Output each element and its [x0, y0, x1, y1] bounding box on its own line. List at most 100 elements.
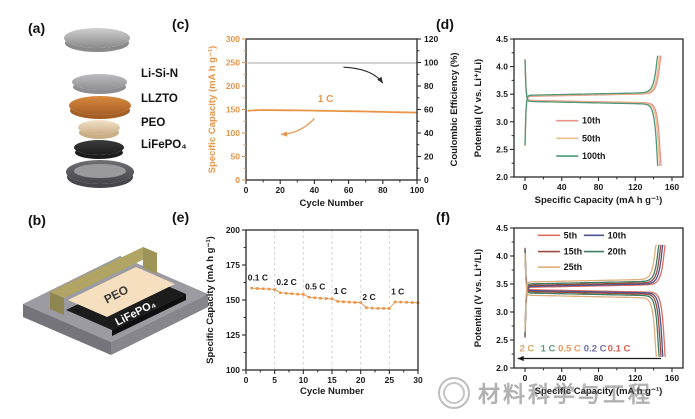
svg-text:Cycle Number: Cycle Number: [300, 386, 364, 397]
svg-text:2 C: 2 C: [520, 343, 535, 354]
svg-text:50: 50: [231, 152, 241, 162]
svg-text:100: 100: [226, 128, 240, 138]
discharge-curve-20th: [524, 250, 660, 357]
panel-c-label: (c): [172, 16, 190, 32]
svg-text:0: 0: [244, 375, 249, 385]
svg-text:200: 200: [226, 225, 240, 235]
discharge-curve-100th: [524, 59, 659, 167]
svg-text:40: 40: [557, 182, 567, 192]
layer-label-peo: PEO: [141, 117, 166, 129]
svg-text:4.0: 4.0: [496, 251, 508, 261]
discharge-curve-25th: [524, 253, 658, 357]
svg-text:2 C: 2 C: [362, 292, 375, 302]
chart-f: 5th 10th 15th 20th 25th 2 C 1 C 0.5 C 0.2 C 0.1 C…: [473, 223, 684, 397]
svg-text:40: 40: [557, 373, 567, 383]
svg-text:20: 20: [356, 375, 366, 385]
svg-text:100: 100: [424, 58, 438, 68]
svg-text:10th: 10th: [582, 116, 601, 126]
svg-text:1 C: 1 C: [318, 94, 334, 105]
svg-text:Coulombic Efficiency (%): Coulombic Efficiency (%): [449, 52, 460, 166]
svg-text:60: 60: [424, 105, 434, 115]
discharge-curve-5th: [524, 247, 666, 357]
svg-text:0: 0: [235, 175, 240, 185]
svg-text:80: 80: [378, 185, 388, 195]
svg-text:25: 25: [385, 375, 395, 385]
discharge-curve-10th: [524, 248, 664, 357]
svg-text:120: 120: [424, 34, 438, 44]
svg-text:150: 150: [226, 295, 240, 305]
svg-text:3.0: 3.0: [496, 307, 508, 317]
svg-text:200: 200: [226, 81, 240, 91]
svg-text:15: 15: [327, 375, 337, 385]
svg-text:120: 120: [628, 373, 642, 383]
svg-text:250: 250: [226, 58, 240, 68]
svg-text:0.2 C: 0.2 C: [584, 343, 607, 354]
svg-text:1 C: 1 C: [334, 286, 347, 296]
svg-text:10th: 10th: [608, 230, 627, 240]
chart-e: 0.1 C 0.2 C 0.5 C 1 C 2 C 1 C 0 5 10 15 20 25 30 100 1…: [205, 225, 423, 397]
svg-text:50th: 50th: [582, 133, 601, 143]
charge-curve-25th: [524, 244, 658, 333]
panel-a-label: (a): [28, 20, 46, 36]
svg-text:1 C: 1 C: [541, 343, 556, 354]
svg-text:0: 0: [523, 373, 528, 383]
lfp-layer-side: [112, 294, 186, 336]
svg-text:160: 160: [665, 182, 679, 192]
svg-text:3.5: 3.5: [496, 279, 508, 289]
charge-curve-10th: [524, 244, 664, 337]
svg-text:Specific Capacity (mA h g⁻¹): Specific Capacity (mA h g⁻¹): [535, 386, 663, 397]
svg-text:175: 175: [226, 260, 240, 270]
svg-text:0: 0: [424, 175, 429, 185]
svg-text:30: 30: [413, 375, 423, 385]
svg-text:0.5 C: 0.5 C: [305, 282, 325, 292]
clamp-bar: [50, 247, 157, 298]
svg-text:0.1 C: 0.1 C: [248, 273, 268, 283]
svg-text:0: 0: [244, 185, 249, 195]
svg-text:40: 40: [424, 128, 434, 138]
svg-text:Cycle Number: Cycle Number: [300, 198, 364, 209]
panel-f-label: (f): [436, 209, 450, 225]
svg-text:80: 80: [594, 373, 604, 383]
clamp-post: [143, 247, 157, 274]
layer-label-lifepo4: LiFePO₄: [141, 139, 187, 151]
svg-text:100: 100: [410, 185, 424, 195]
svg-text:300: 300: [226, 34, 240, 44]
svg-text:20: 20: [424, 152, 434, 162]
disc-lifepo4: [74, 140, 124, 155]
svg-text:40: 40: [310, 185, 320, 195]
svg-text:100: 100: [226, 365, 240, 375]
disc-peo: [78, 120, 120, 135]
discharge-curve-15th: [524, 249, 662, 357]
svg-text:0.5 C: 0.5 C: [558, 343, 581, 354]
svg-text:Specific Capacity (mA h g⁻¹): Specific Capacity (mA h g⁻¹): [205, 236, 216, 364]
svg-text:120: 120: [628, 182, 642, 192]
svg-text:4.0: 4.0: [496, 62, 508, 72]
svg-text:0.2 C: 0.2 C: [276, 277, 296, 287]
charge-curve-15th: [524, 244, 662, 336]
panel-e-label: (e): [172, 209, 190, 225]
svg-text:2.0: 2.0: [496, 363, 508, 373]
svg-text:80: 80: [594, 182, 604, 192]
svg-text:15th: 15th: [564, 247, 583, 257]
layer-label-li-si-n: Li-Si-N: [141, 68, 179, 80]
discharge-curve-10th: [524, 58, 662, 167]
svg-text:160: 160: [665, 373, 679, 383]
svg-text:2.5: 2.5: [496, 335, 508, 345]
discharge-curve-50th: [524, 59, 661, 167]
panel-b-label: (b): [28, 212, 46, 228]
svg-text:60: 60: [344, 185, 354, 195]
svg-text:0.1 C: 0.1 C: [608, 343, 631, 354]
series-discharge-capacity: [247, 109, 418, 114]
svg-text:Potential (V vs. Li⁺/Li): Potential (V vs. Li⁺/Li): [473, 59, 484, 157]
chart-c: 1 C0 20 40 60 80 1000501001502002503000204060…: [207, 34, 460, 209]
disc-cell-cap: [64, 28, 130, 48]
svg-text:2.0: 2.0: [496, 172, 508, 182]
svg-text:125: 125: [226, 330, 240, 340]
svg-text:20th: 20th: [608, 247, 627, 257]
substrate-front: [23, 304, 111, 355]
substrate-side: [111, 294, 208, 355]
layer-label-llzto: LLZTO: [141, 93, 178, 105]
svg-text:100th: 100th: [582, 151, 606, 161]
